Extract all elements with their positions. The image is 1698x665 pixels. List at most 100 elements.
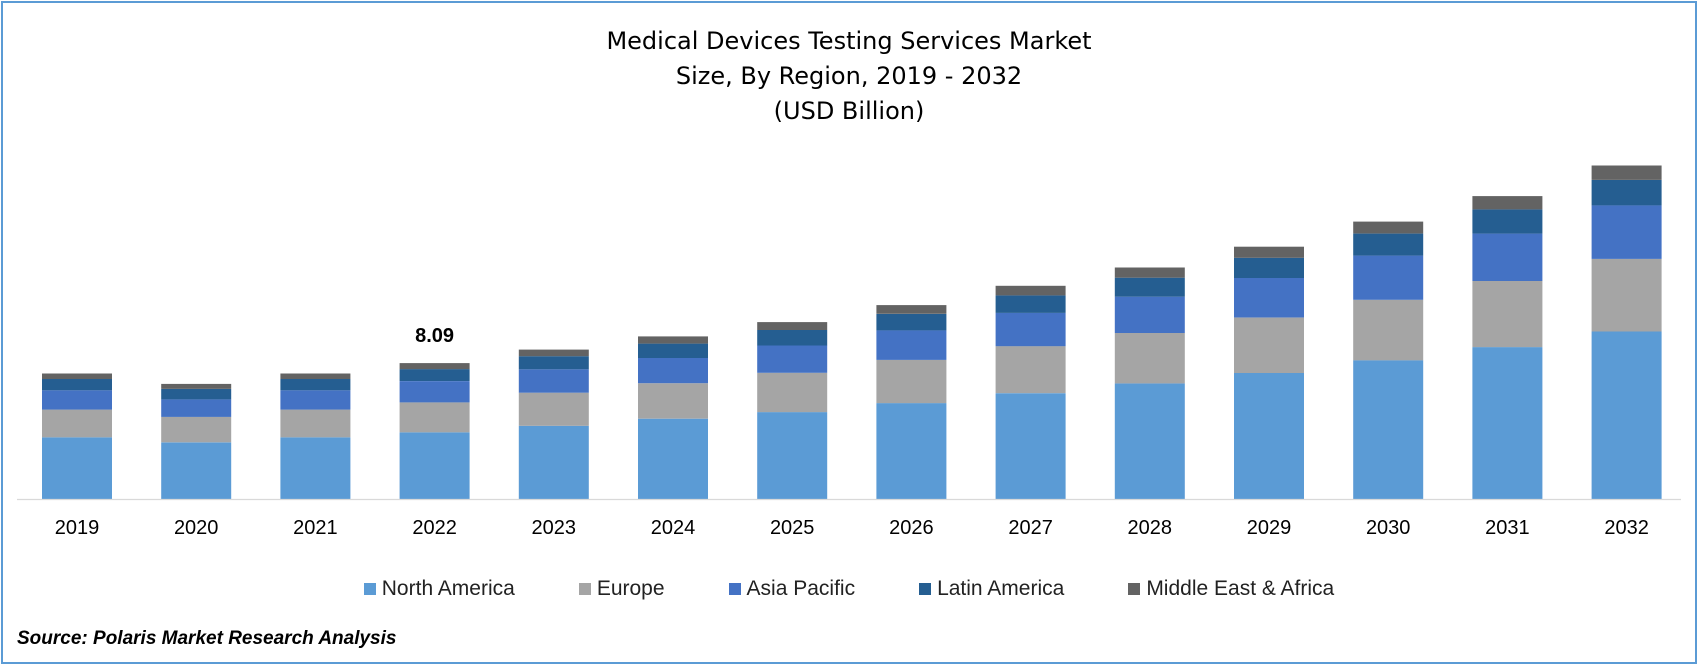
x-tick-label-2030: 2030: [1366, 517, 1411, 539]
legend-swatch-latin-america: [919, 583, 932, 595]
x-tick-label-2027: 2027: [1008, 517, 1053, 539]
bar-north-america-2023: [518, 425, 589, 499]
bar-asia-pacific-2028: [1114, 296, 1185, 333]
bar-asia-pacific-2029: [1234, 277, 1304, 318]
legend-item-asia-pacific: Asia Pacific: [728, 577, 856, 601]
bar-latin-america-2028: [1114, 277, 1185, 297]
bar-asia-pacific-2020: [161, 399, 232, 417]
bar-north-america-2029: [1234, 373, 1304, 499]
bar-latin-america-2026: [876, 313, 947, 331]
bar-north-america-2019: [42, 437, 112, 499]
x-tick-label-2022: 2022: [412, 517, 457, 539]
chart-title-line2: Size, By Region, 2019 - 2032: [675, 62, 1023, 90]
bar-asia-pacific-2019: [42, 390, 112, 410]
legend-swatch-north-america: [363, 583, 376, 595]
x-tick-label-2023: 2023: [532, 517, 577, 539]
legend-swatch-asia-pacific: [728, 583, 741, 595]
legend-label-latin-america: Latin America: [937, 577, 1065, 600]
x-tick-label-2032: 2032: [1604, 517, 1649, 539]
bar-latin-america-2027: [995, 295, 1066, 313]
legend-label-middle-east-and-africa: Middle East & Africa: [1146, 577, 1335, 600]
bar-latin-america-2020: [161, 389, 232, 400]
bar-latin-america-2023: [518, 356, 589, 370]
bar-europe-2031: [1472, 280, 1543, 348]
legend-swatch-europe: [578, 583, 591, 595]
bar-north-america-2028: [1114, 383, 1185, 499]
bar-asia-pacific-2024: [638, 358, 708, 384]
bar-latin-america-2022: [399, 369, 470, 381]
x-tick-label-2028: 2028: [1128, 517, 1173, 539]
bar-europe-2029: [1234, 317, 1304, 373]
bar-middle-east-and-africa-2032: [1591, 165, 1662, 180]
bar-north-america-2024: [638, 418, 708, 499]
bar-asia-pacific-2022: [399, 381, 470, 403]
bar-asia-pacific-2030: [1353, 255, 1424, 300]
bar-north-america-2026: [876, 403, 947, 499]
bar-north-america-2032: [1591, 331, 1662, 499]
bar-latin-america-2031: [1472, 209, 1543, 234]
bar-middle-east-and-africa-2029: [1234, 246, 1304, 258]
bar-europe-2027: [995, 346, 1066, 394]
bar-latin-america-2030: [1353, 233, 1424, 256]
bar-middle-east-and-africa-2021: [280, 373, 351, 379]
legend-label-asia-pacific: Asia Pacific: [746, 577, 856, 600]
bar-latin-america-2029: [1234, 257, 1304, 278]
bar-north-america-2021: [280, 437, 351, 499]
bar-north-america-2020: [161, 442, 232, 499]
bar-europe-2028: [1114, 333, 1185, 384]
bar-north-america-2031: [1472, 347, 1543, 499]
bar-middle-east-and-africa-2024: [638, 336, 708, 344]
bar-latin-america-2024: [638, 343, 708, 358]
bar-europe-2026: [876, 359, 947, 404]
x-tick-label-2029: 2029: [1247, 517, 1292, 539]
bar-asia-pacific-2027: [995, 312, 1066, 347]
bar-latin-america-2032: [1591, 180, 1662, 206]
bar-europe-2023: [518, 392, 589, 426]
bar-middle-east-and-africa-2020: [161, 383, 232, 389]
bar-asia-pacific-2023: [518, 369, 589, 393]
bar-asia-pacific-2021: [280, 390, 351, 410]
x-tick-label-2020: 2020: [174, 517, 219, 539]
bar-middle-east-and-africa-2031: [1472, 196, 1543, 210]
bar-middle-east-and-africa-2019: [42, 373, 112, 379]
chart-legend: North America Europe Asia Pacific Latin Ame…: [0, 574, 1698, 604]
bar-europe-2020: [161, 416, 232, 443]
x-tick-label-2026: 2026: [889, 517, 934, 539]
bar-europe-2025: [757, 372, 828, 413]
x-tick-label-2025: 2025: [770, 517, 815, 539]
bar-europe-2022: [399, 402, 470, 433]
bar-middle-east-and-africa-2025: [757, 322, 828, 330]
bar-middle-east-and-africa-2028: [1114, 267, 1185, 278]
bar-middle-east-and-africa-2027: [995, 285, 1066, 296]
bar-middle-east-and-africa-2023: [518, 349, 589, 357]
bar-asia-pacific-2025: [757, 345, 828, 373]
legend-label-europe: Europe: [596, 577, 665, 600]
bar-asia-pacific-2026: [876, 330, 947, 360]
bar-north-america-2022: [399, 432, 470, 499]
legend-label-north-america: North America: [381, 577, 515, 600]
bar-latin-america-2021: [280, 379, 351, 391]
chart-title-line1: Medical Devices Testing Services Market: [606, 27, 1092, 55]
bar-europe-2024: [638, 383, 708, 419]
bar-europe-2030: [1353, 299, 1424, 361]
legend-item-middle-east-and-africa: Middle East & Africa: [1128, 577, 1334, 601]
x-tick-label-2021: 2021: [293, 517, 338, 539]
bar-europe-2019: [42, 409, 112, 438]
legend-swatch-middle-east-and-africa: [1128, 583, 1141, 595]
bar-middle-east-and-africa-2026: [876, 305, 947, 314]
legend-item-north-america: North America: [363, 577, 515, 601]
bar-north-america-2030: [1353, 360, 1424, 499]
source-note: Source: Polaris Market Research Analysis: [17, 628, 397, 649]
chart-title: Medical Devices Testing Services Market …: [0, 24, 1698, 129]
bar-middle-east-and-africa-2022: [399, 363, 470, 370]
bar-latin-america-2019: [42, 379, 112, 391]
bar-north-america-2025: [757, 412, 828, 499]
bar-europe-2021: [280, 409, 351, 438]
x-tick-label-2024: 2024: [651, 517, 696, 539]
bar-north-america-2027: [995, 393, 1066, 499]
bar-asia-pacific-2032: [1591, 205, 1662, 259]
bar-europe-2032: [1591, 258, 1662, 332]
bar-middle-east-and-africa-2030: [1353, 221, 1424, 234]
